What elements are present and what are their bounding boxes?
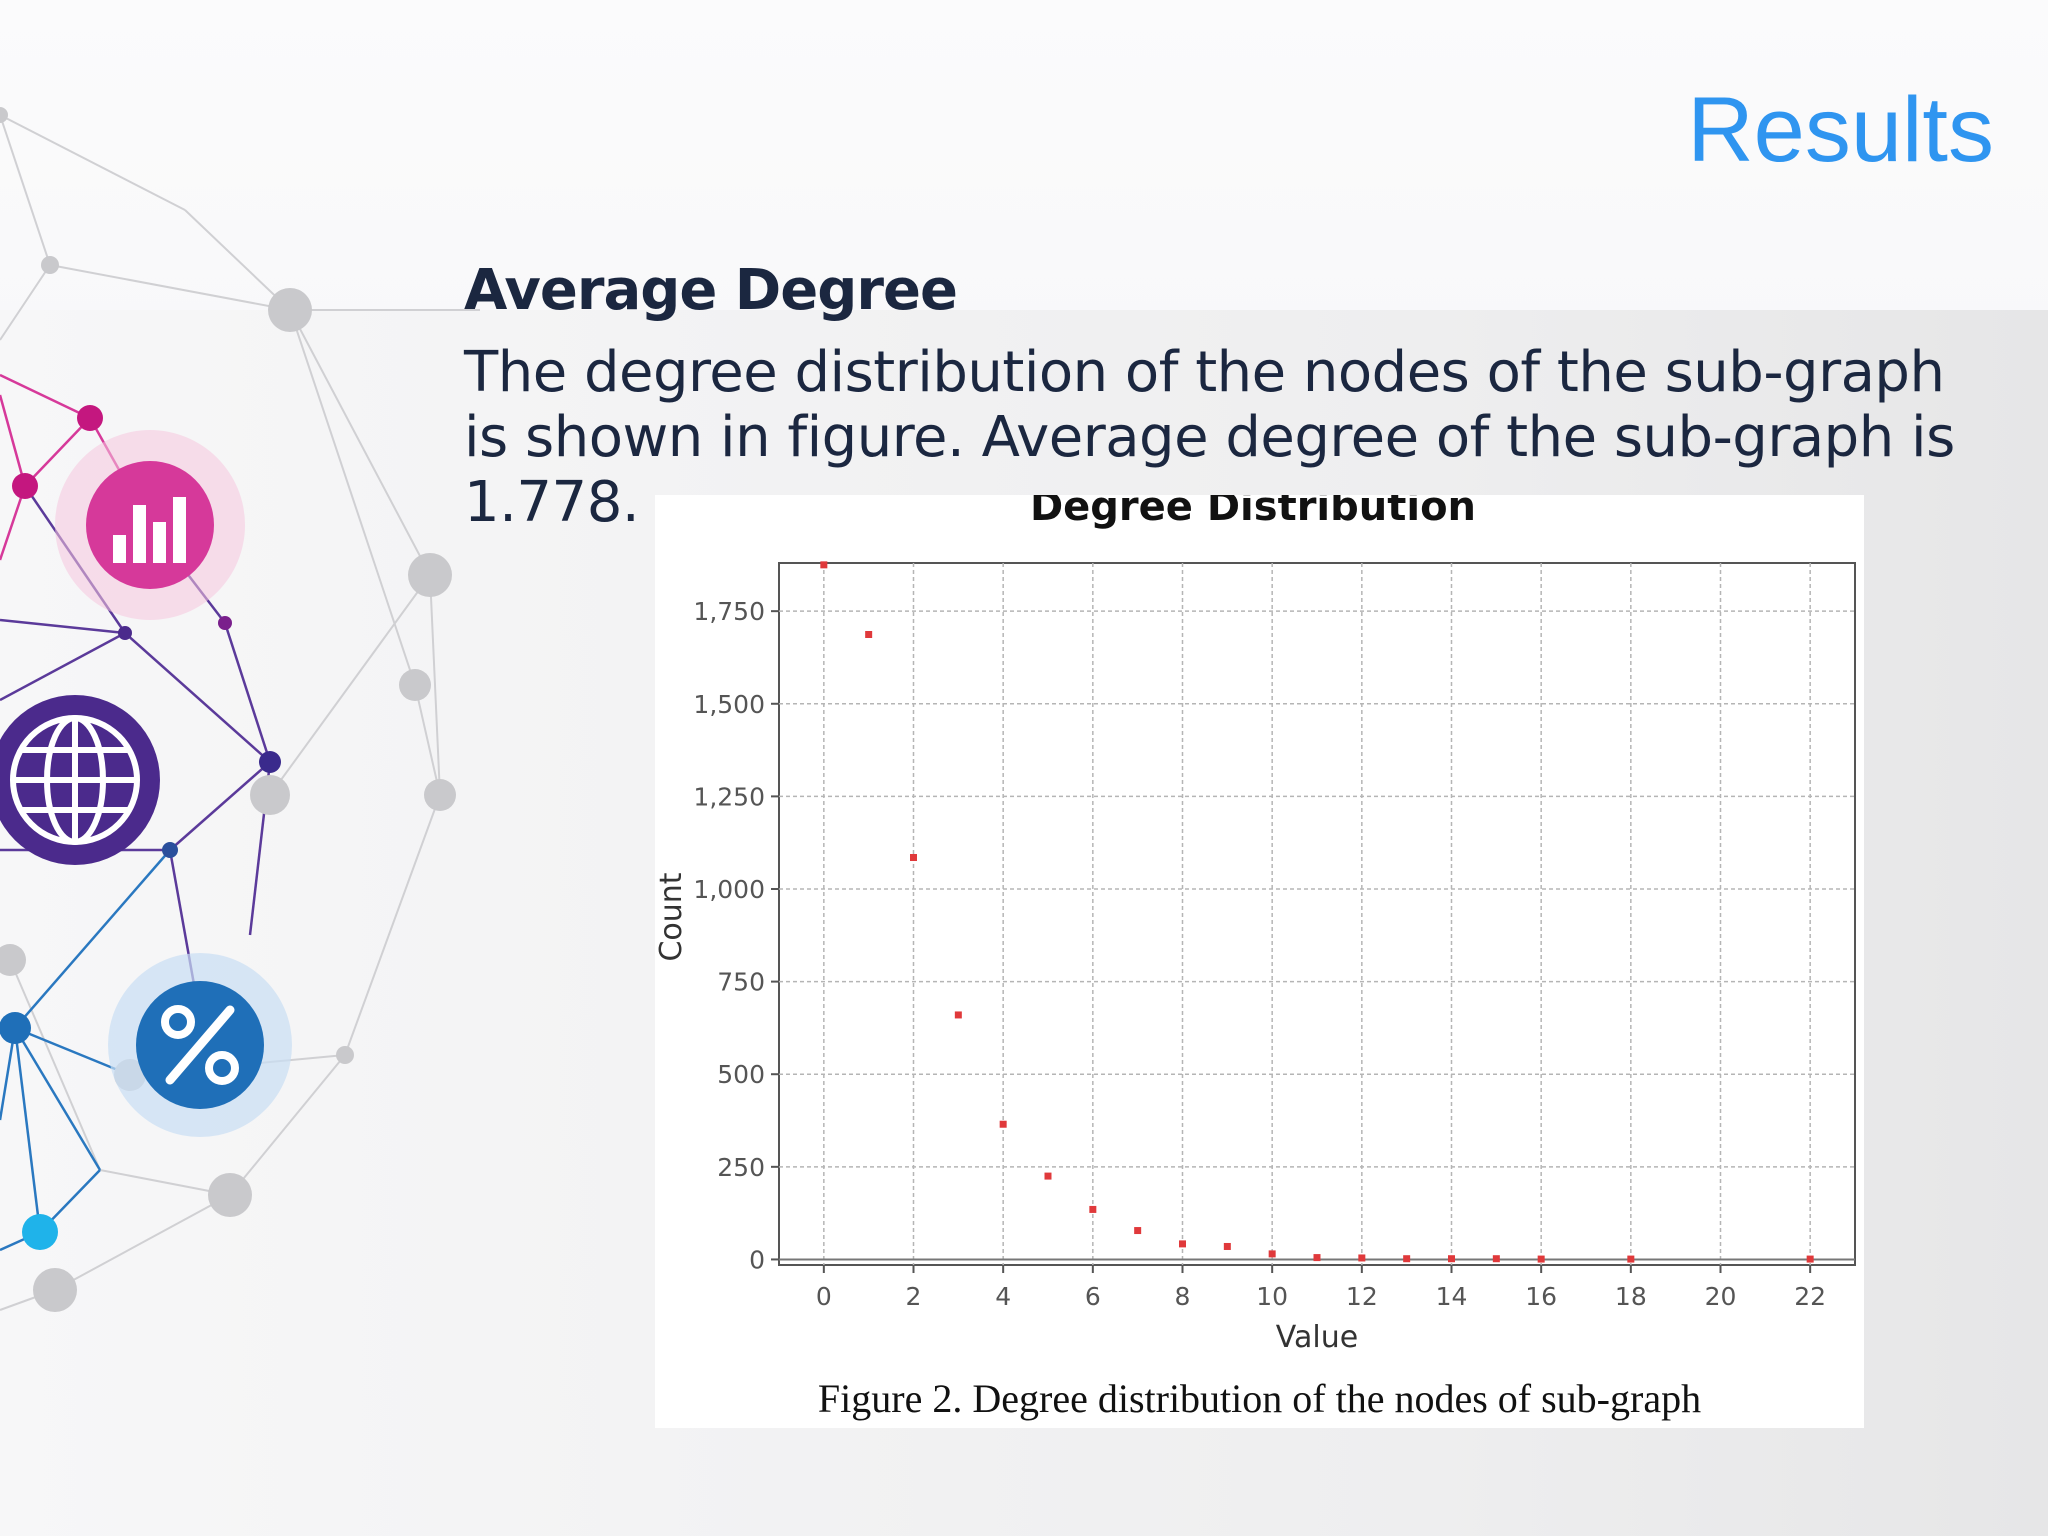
y-tick-label: 750 [717, 968, 765, 997]
x-tick-label: 14 [1436, 1282, 1468, 1311]
data-point [1806, 1255, 1814, 1263]
plot-area [778, 562, 1856, 1266]
x-tick-label: 22 [1794, 1282, 1826, 1311]
globe-icon [0, 695, 160, 865]
x-axis-label: Value [1276, 1320, 1358, 1355]
y-tick-label: 1,000 [693, 875, 765, 904]
x-tick-label: 16 [1525, 1282, 1557, 1311]
data-point [1313, 1254, 1321, 1262]
y-tick-label: 1,500 [693, 690, 765, 719]
x-tick-label: 4 [995, 1282, 1011, 1311]
network-nodes-colored [0, 405, 281, 1250]
x-tick-label: 20 [1705, 1282, 1737, 1311]
x-axis-ticks: 0 2 4 6 8 10 12 14 16 18 20 22 [816, 1265, 1826, 1311]
y-axis-ticks: 0 250 500 750 1,000 1,250 1,500 1,750 [693, 597, 779, 1274]
data-point [820, 561, 828, 569]
data-points [820, 561, 1814, 1263]
x-tick-label: 12 [1346, 1282, 1378, 1311]
grid [779, 563, 1855, 1265]
data-point [1179, 1240, 1186, 1248]
x-tick-label: 10 [1256, 1282, 1288, 1311]
figure: Degree Distribution 0 250 500 750 1,000 1,250… [655, 495, 1864, 1428]
network-nodes-gray [0, 107, 456, 1312]
x-tick-label: 18 [1615, 1282, 1647, 1311]
network-decoration [0, 107, 480, 1312]
y-tick-label: 500 [717, 1060, 765, 1089]
network-lines-gray [0, 114, 480, 1311]
data-point [1492, 1255, 1500, 1263]
data-point [1134, 1227, 1142, 1235]
x-tick-label: 8 [1175, 1282, 1191, 1311]
slide-title: Results [1687, 79, 1994, 181]
y-tick-label: 1,250 [693, 782, 765, 811]
x-tick-label: 2 [906, 1282, 922, 1311]
data-point [910, 854, 917, 862]
data-point [1627, 1255, 1635, 1263]
y-tick-label: 1,750 [693, 597, 765, 626]
body-paragraph: The degree distribution of the nodes of … [464, 340, 1955, 535]
data-point [1403, 1255, 1411, 1263]
y-tick-label: 0 [749, 1245, 765, 1274]
bar-chart-icon [55, 430, 245, 620]
degree-distribution-chart: Degree Distribution 0 250 500 750 1,000 1,250… [655, 495, 1856, 1355]
subheading: Average Degree [464, 258, 958, 323]
chart-title: Degree Distribution [1030, 495, 1476, 530]
data-point [1268, 1250, 1276, 1258]
percent-icon [108, 953, 292, 1137]
data-point [954, 1011, 962, 1019]
data-point [1089, 1205, 1097, 1213]
data-point [1223, 1242, 1231, 1250]
data-point [1448, 1255, 1455, 1263]
data-point [1044, 1172, 1052, 1180]
figure-caption: Figure 2. Degree distribution of the nod… [817, 1376, 1702, 1421]
data-point [1537, 1255, 1545, 1263]
y-axis-label: Count [655, 872, 689, 961]
data-point [1358, 1254, 1366, 1262]
y-tick-label: 250 [717, 1153, 765, 1182]
data-point [865, 630, 873, 638]
data-point [999, 1120, 1007, 1128]
x-tick-label: 0 [816, 1282, 832, 1311]
x-tick-label: 6 [1085, 1282, 1101, 1311]
